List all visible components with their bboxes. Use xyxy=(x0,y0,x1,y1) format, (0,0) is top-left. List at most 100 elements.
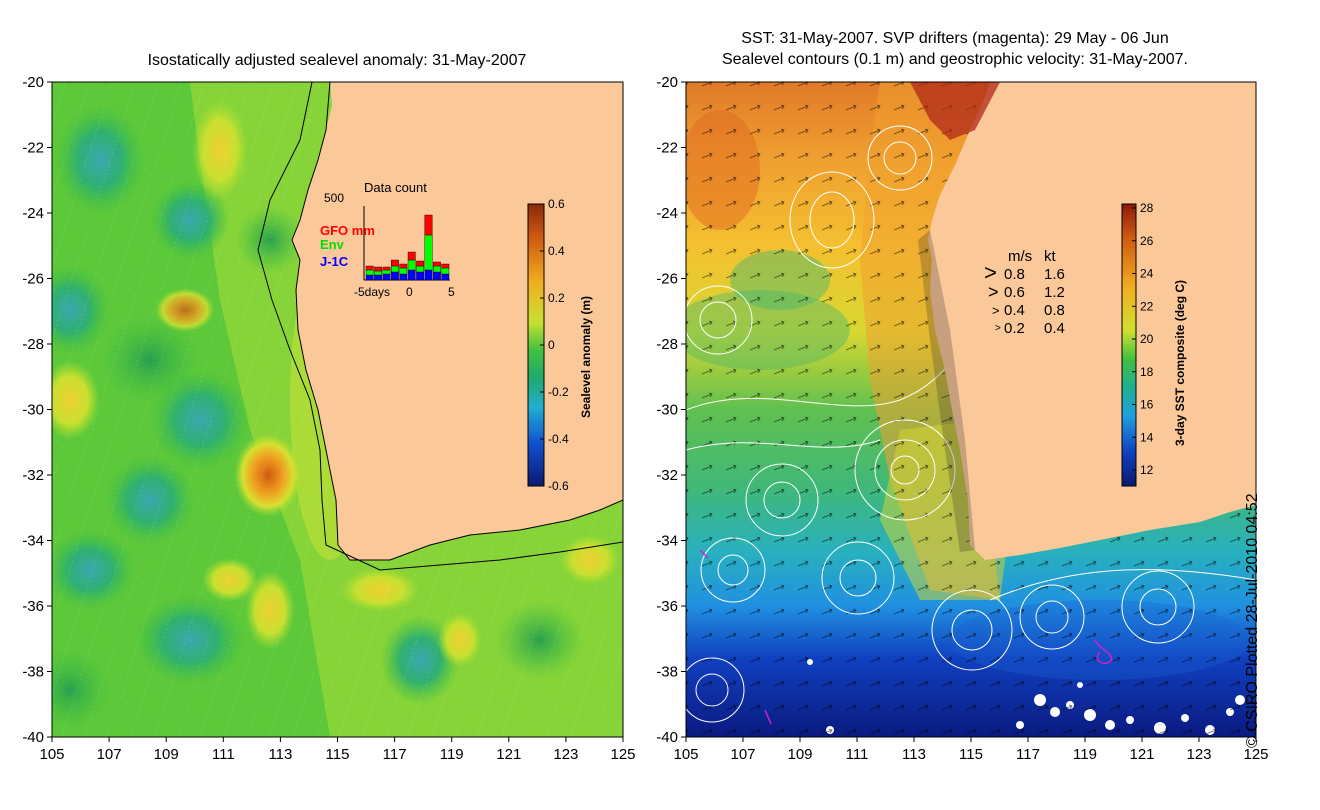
histogram-bar xyxy=(441,267,450,275)
sealevel-colorbar: 0.6 0.4 0.2 0 -0.2 -0.4 -0.6 Sealevel anomaly … xyxy=(527,197,593,493)
x-tick-label: 125 xyxy=(1243,746,1268,763)
histogram-bar xyxy=(416,271,425,281)
colorbar-tick-label: 22 xyxy=(1140,299,1154,313)
velocity-legend-row: > 0.6 1.2 xyxy=(988,282,1065,302)
colorbar-tick-label: 28 xyxy=(1140,201,1154,215)
histogram-bar xyxy=(382,266,391,271)
y-tick-label: -34 xyxy=(656,533,678,550)
svp-drifter-tracks xyxy=(699,549,1113,725)
x-tick-label: 111 xyxy=(212,746,235,763)
x-tick-label: 117 xyxy=(383,746,407,763)
x-tick-label: 119 xyxy=(1073,746,1097,763)
x-tick-label: 105 xyxy=(673,746,698,763)
y-tick-label: -22 xyxy=(656,140,678,157)
y-tick-label: -38 xyxy=(22,664,44,681)
velocity-unit-kt: kt xyxy=(1044,248,1056,265)
histogram-bar xyxy=(432,271,441,281)
y-tick-label: -32 xyxy=(22,467,44,484)
histogram-bar xyxy=(407,251,416,261)
sealevel-colorbar-label: Sealevel anomaly (m) xyxy=(579,296,593,418)
legend-j1c: J-1C xyxy=(320,254,349,269)
x-tick-label: 109 xyxy=(154,746,179,763)
colorbar-tick-label: 24 xyxy=(1140,267,1154,281)
x-tick-label: 115 xyxy=(959,746,983,763)
inset-xlabel-mid: 0 xyxy=(406,285,413,299)
histogram-bar xyxy=(424,214,433,236)
data-count-title: Data count xyxy=(364,180,427,195)
y-tick-label: -26 xyxy=(22,271,44,288)
x-tick-label: 107 xyxy=(730,746,755,763)
velocity-legend: m/s kt > 0.8 1.6 > 0.6 1.2 > 0.4 0.8 > 0… xyxy=(982,248,1082,338)
sst-colorbar: 28 26 24 22 20 18 16 14 12 3-day SST composite (… xyxy=(1121,201,1187,487)
x-tick-label: 111 xyxy=(846,746,869,763)
x-tick-label: 121 xyxy=(1129,746,1154,763)
data-count-inset: Data count 500 GFO mm Env J-1C -5days 0 … xyxy=(320,180,455,299)
inset-xlabel-left: -5days xyxy=(354,285,390,299)
histogram-bar xyxy=(365,265,374,271)
velocity-legend-row: > 0.4 0.8 xyxy=(992,302,1065,319)
colorbar-tick-label: 18 xyxy=(1140,365,1154,379)
australia-landmass xyxy=(928,82,1256,560)
sealevel-contours xyxy=(686,125,1256,723)
y-tick-label: -36 xyxy=(656,598,678,615)
velocity-legend-row: > 0.2 0.4 xyxy=(995,320,1065,337)
histogram-bar xyxy=(441,263,450,269)
colorbar-tick-label: 16 xyxy=(1140,398,1154,412)
y-tick-label: -38 xyxy=(656,664,678,681)
colorbar-tick-label: 0.4 xyxy=(548,244,565,258)
y-tick-label: -30 xyxy=(22,402,44,419)
sst-map: 105 107 109 111 113 115 117 119 121 123 125 -20 -22… xyxy=(656,74,1268,763)
histogram-bar xyxy=(390,259,399,267)
histogram-bar xyxy=(416,260,425,267)
y-tick-label: -20 xyxy=(22,74,44,91)
shelf-break-contour xyxy=(257,82,623,571)
histogram-bar xyxy=(374,274,383,281)
velocity-legend-row: > 0.8 1.6 xyxy=(984,260,1065,285)
data-count-ymax: 500 xyxy=(324,191,344,205)
colorbar-tick-label: -0.4 xyxy=(548,432,569,446)
histogram-bar xyxy=(407,259,416,271)
histogram-bar xyxy=(382,269,391,275)
x-tick-label: 123 xyxy=(553,746,578,763)
y-tick-label: -24 xyxy=(656,205,678,222)
histogram-bar xyxy=(374,270,383,276)
histogram-bar xyxy=(374,266,383,272)
y-tick-label: -26 xyxy=(656,271,678,288)
y-tick-label: -28 xyxy=(22,336,44,353)
y-tick-label: -34 xyxy=(22,533,44,550)
y-tick-label: -30 xyxy=(656,402,678,419)
y-tick-label: -20 xyxy=(656,74,678,91)
x-tick-label: 105 xyxy=(39,746,64,763)
histogram-bar xyxy=(365,274,374,281)
x-tick-label: 113 xyxy=(902,746,926,763)
inset-xlabel-right: 5 xyxy=(448,285,455,299)
histogram-bar xyxy=(399,263,408,269)
y-tick-label: -40 xyxy=(22,729,44,746)
histogram-bar xyxy=(424,234,433,271)
colorbar-tick-label: -0.2 xyxy=(548,385,569,399)
arrow-icon: > xyxy=(988,282,999,302)
colorbar-tick-label: 14 xyxy=(1140,430,1154,444)
x-tick-label: 125 xyxy=(610,746,635,763)
histogram-bar xyxy=(399,273,408,281)
y-tick-label: -24 xyxy=(22,205,44,222)
colorbar-tick-label: 0 xyxy=(548,338,555,352)
arrow-icon: > xyxy=(984,260,997,285)
right-map-title-line2: Sealevel contours (0.1 m) and geostrophi… xyxy=(721,51,1188,68)
velocity-unit-ms: m/s xyxy=(1008,248,1033,265)
histogram-bar xyxy=(416,265,425,273)
arrow-icon: > xyxy=(992,303,1000,318)
histogram-bar xyxy=(399,267,408,275)
x-tick-label: 119 xyxy=(440,746,464,763)
histogram-bar xyxy=(382,273,391,281)
y-tick-label: -32 xyxy=(656,467,678,484)
y-tick-label: -40 xyxy=(656,729,678,746)
colorbar-tick-label: 20 xyxy=(1140,332,1154,346)
histogram-bar xyxy=(424,269,433,281)
x-tick-label: 123 xyxy=(1186,746,1211,763)
colorbar-tick-label: 12 xyxy=(1140,463,1154,477)
x-tick-label: 107 xyxy=(97,746,122,763)
y-tick-label: -28 xyxy=(656,336,678,353)
colorbar-tick-label: 0.6 xyxy=(548,197,565,211)
right-map-title-line1: SST: 31-May-2007. SVP drifters (magenta)… xyxy=(741,30,1169,47)
